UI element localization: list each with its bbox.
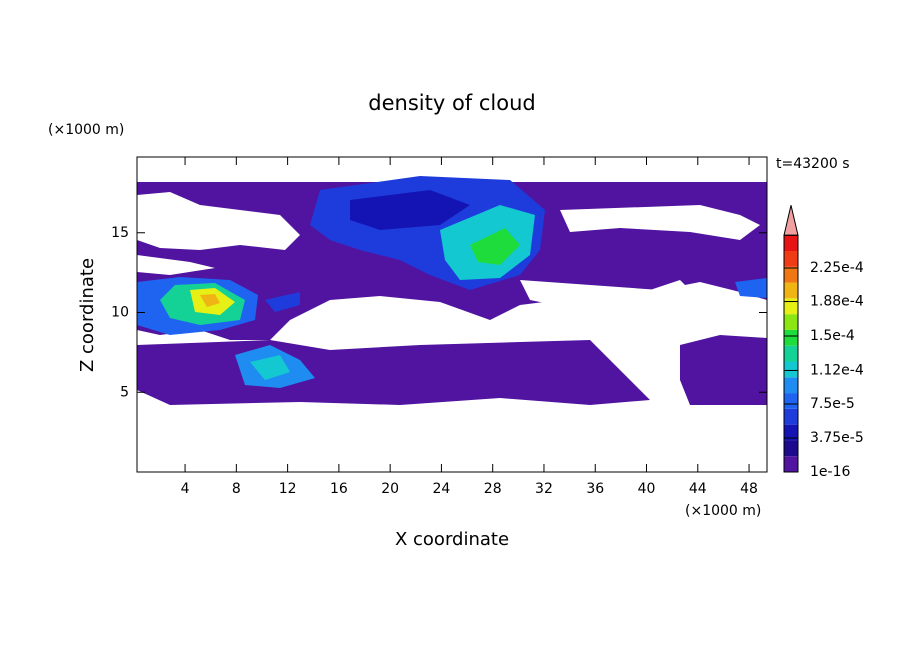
colorbar-label: 1.12e-4 bbox=[810, 362, 864, 378]
plot-frame bbox=[136, 156, 768, 473]
x-tick-label: 48 bbox=[740, 481, 758, 497]
colorbar-swatch bbox=[784, 345, 798, 362]
x-tick-label: 44 bbox=[689, 481, 707, 497]
cloud-core bbox=[735, 278, 767, 298]
cloud-core bbox=[265, 292, 300, 312]
colorbar-swatch bbox=[784, 408, 798, 425]
colorbar-swatch bbox=[784, 314, 798, 330]
contour-field bbox=[137, 176, 767, 405]
y-axis-label: Z coordinate bbox=[77, 258, 98, 372]
colorbar-swatch bbox=[784, 424, 798, 441]
x-tick-label: 4 bbox=[181, 481, 190, 497]
clear-region bbox=[137, 255, 215, 275]
x-tick-label: 20 bbox=[381, 481, 399, 497]
clear-region bbox=[560, 205, 760, 240]
cloud-core bbox=[200, 294, 220, 307]
colorbar-label: 1e-16 bbox=[810, 464, 850, 480]
colorbar-swatch bbox=[784, 266, 798, 283]
colorbar-swatch bbox=[784, 329, 798, 346]
colorbar-swatch bbox=[784, 361, 798, 378]
x-unit: (×1000 m) bbox=[685, 503, 761, 519]
y-tick-label: 10 bbox=[111, 305, 129, 321]
clear-region bbox=[137, 192, 300, 250]
cloud-core bbox=[350, 190, 470, 230]
cloud-core bbox=[250, 355, 290, 380]
x-tick-label: 40 bbox=[638, 481, 656, 497]
x-axis-label: X coordinate bbox=[395, 529, 509, 550]
colorbar-swatch bbox=[784, 235, 798, 251]
colorbar-swatch bbox=[784, 377, 798, 394]
colorbar-swatch bbox=[784, 282, 798, 299]
cloud-region bbox=[680, 335, 767, 405]
colorbar-swatch bbox=[784, 251, 798, 267]
colorbar-swatch bbox=[784, 393, 798, 409]
colorbar-label: 1.5e-4 bbox=[810, 328, 855, 344]
y-tick-label: 15 bbox=[111, 225, 129, 241]
time-annotation: t=43200 s bbox=[776, 156, 850, 172]
colorbar-swatch bbox=[784, 298, 798, 315]
colorbar-swatch bbox=[784, 456, 798, 472]
x-tick-label: 12 bbox=[279, 481, 297, 497]
x-tick-label: 16 bbox=[330, 481, 348, 497]
x-tick-label: 8 bbox=[232, 481, 241, 497]
y-unit: (×1000 m) bbox=[48, 122, 124, 138]
x-tick-label: 36 bbox=[586, 481, 604, 497]
clear-region bbox=[520, 280, 767, 330]
y-tick-label: 5 bbox=[120, 384, 129, 400]
x-tick-label: 24 bbox=[433, 481, 451, 497]
x-tick-label: 32 bbox=[535, 481, 553, 497]
chart-title: density of cloud bbox=[368, 91, 535, 115]
colorbar-label: 7.5e-5 bbox=[810, 396, 855, 412]
colorbar-label: 1.88e-4 bbox=[810, 294, 864, 310]
colorbar-label: 3.75e-5 bbox=[810, 430, 864, 446]
cloud-core bbox=[470, 228, 520, 265]
colorbar-label: 2.25e-4 bbox=[810, 260, 864, 276]
cloud-region bbox=[137, 340, 650, 405]
x-tick-label: 28 bbox=[484, 481, 502, 497]
colorbar-swatch bbox=[784, 440, 798, 457]
